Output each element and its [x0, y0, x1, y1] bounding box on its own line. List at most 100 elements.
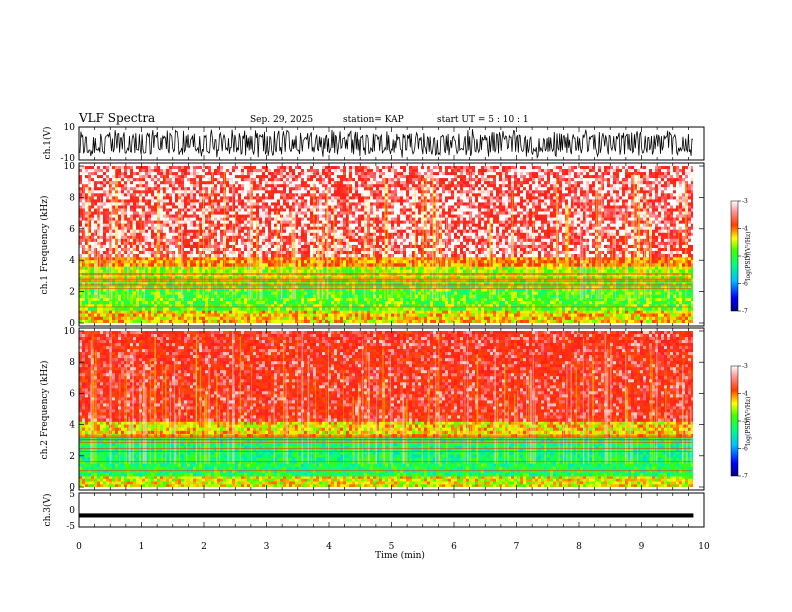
spectrogram-cell	[265, 260, 268, 264]
spectrogram-cell	[247, 178, 250, 182]
spectrogram-cell	[127, 187, 130, 191]
spectrogram-cell	[241, 260, 244, 264]
spectrogram-cell	[271, 181, 274, 185]
spectrogram-cell	[166, 235, 169, 240]
spectrogram-cell	[148, 304, 151, 308]
spectrogram-cell	[316, 175, 319, 179]
spectrogram-cell	[166, 241, 169, 246]
spectrogram-cell	[148, 190, 151, 194]
spectrogram-cell	[118, 175, 121, 179]
spectrogram-cell	[196, 199, 199, 203]
spectrogram-cell	[187, 187, 190, 191]
spectrogram-cell	[298, 291, 301, 295]
spectrogram-cell	[133, 297, 136, 302]
spectrogram-cell	[166, 229, 169, 233]
spectrogram-cell	[106, 223, 109, 227]
spectrogram-cell	[157, 187, 160, 191]
spectrogram-cell	[220, 319, 223, 323]
spectrogram-cell	[337, 226, 340, 230]
spectrogram-cell	[244, 175, 247, 179]
spectrogram-cell	[355, 238, 358, 243]
spectrogram-cell	[292, 193, 295, 197]
spectrogram-cell	[205, 251, 208, 255]
spectrogram-cell	[295, 211, 298, 215]
spectrogram-cell	[274, 223, 277, 227]
spectrogram-cell	[283, 217, 286, 221]
spectrogram-cell	[253, 254, 256, 258]
spectrogram-cell	[112, 241, 115, 246]
spectrogram-cell	[214, 166, 217, 170]
spectrogram-cell	[199, 199, 202, 203]
spectrogram-cell	[85, 196, 88, 200]
spectrogram-cell	[340, 172, 343, 176]
spectrogram-cell	[277, 313, 280, 317]
spectrogram-cell	[331, 304, 334, 308]
spectrogram-cell	[349, 291, 352, 295]
spectrogram-cell	[109, 310, 112, 314]
spectrogram-cell	[337, 169, 340, 173]
spectrogram-cell	[139, 175, 142, 179]
spectrogram-cell	[154, 241, 157, 246]
spectrogram-cell	[97, 196, 100, 200]
spectrogram-cell	[319, 288, 322, 292]
spectrogram-cell	[235, 220, 238, 224]
spectrogram-cell	[193, 169, 196, 173]
spectrogram-cell	[253, 297, 256, 302]
spectrogram-cell	[103, 238, 106, 243]
spectrogram-cell	[226, 226, 229, 230]
spectrogram-cell	[259, 232, 262, 237]
spectrogram-cell	[253, 248, 256, 252]
spectrogram-cell	[172, 307, 175, 311]
spectrogram-cell	[313, 181, 316, 185]
spectrogram-cell	[325, 172, 328, 176]
spectrogram-cell	[334, 285, 337, 289]
spectrogram-cell	[289, 254, 292, 258]
spectrogram-cell	[241, 169, 244, 173]
spectrogram-cell	[337, 166, 340, 170]
spectrogram-cell	[181, 178, 184, 182]
spectrogram-cell	[313, 223, 316, 227]
spectrogram-cell	[331, 251, 334, 255]
spectrogram-cell	[358, 275, 361, 280]
spectrogram-cell	[232, 248, 235, 252]
spectrogram-cell	[232, 260, 235, 264]
spectrogram-cell	[310, 187, 313, 191]
spectrogram-cell	[349, 313, 352, 317]
spectrogram-cell	[79, 316, 82, 321]
spectrogram-cell	[139, 187, 142, 191]
spectrogram-cell	[184, 263, 187, 267]
spectrogram-cell	[313, 266, 316, 270]
spectrogram-cell	[268, 319, 271, 323]
spectrogram-cell	[235, 178, 238, 182]
spectrogram-cell	[160, 211, 163, 215]
spectrogram-cell	[328, 208, 331, 212]
spectrogram-cell	[208, 266, 211, 270]
spectrogram-cell	[301, 214, 304, 218]
spectrogram-cell	[97, 257, 100, 261]
spectrogram-cell	[97, 190, 100, 194]
spectrogram-cell	[163, 202, 166, 206]
spectrogram-cell	[334, 288, 337, 292]
spectrogram-cell	[208, 223, 211, 227]
spectrogram-cell	[220, 291, 223, 295]
spectrogram-cell	[190, 310, 193, 314]
spectrogram-cell	[310, 232, 313, 237]
spectrogram-cell	[343, 313, 346, 317]
spectrogram-cell	[142, 202, 145, 206]
spectrogram-cell	[226, 235, 229, 240]
spectrogram-cell	[265, 294, 268, 299]
spectrogram-cell	[169, 223, 172, 227]
spectrogram-cell	[94, 166, 97, 170]
spectrogram-cell	[289, 238, 292, 243]
spectrogram-cell	[187, 310, 190, 314]
spectrogram-cell	[241, 266, 244, 270]
spectrogram-cell	[109, 307, 112, 311]
spectrogram-cell	[91, 313, 94, 317]
spectrogram-cell	[94, 319, 97, 323]
spectrogram-cell	[253, 307, 256, 311]
ch1-ytick-top: 10	[64, 123, 76, 133]
spectrogram-cell	[286, 172, 289, 176]
spectrogram-cell	[346, 316, 349, 321]
spectrogram-cell	[112, 184, 115, 188]
spectrogram-cell	[193, 301, 196, 305]
